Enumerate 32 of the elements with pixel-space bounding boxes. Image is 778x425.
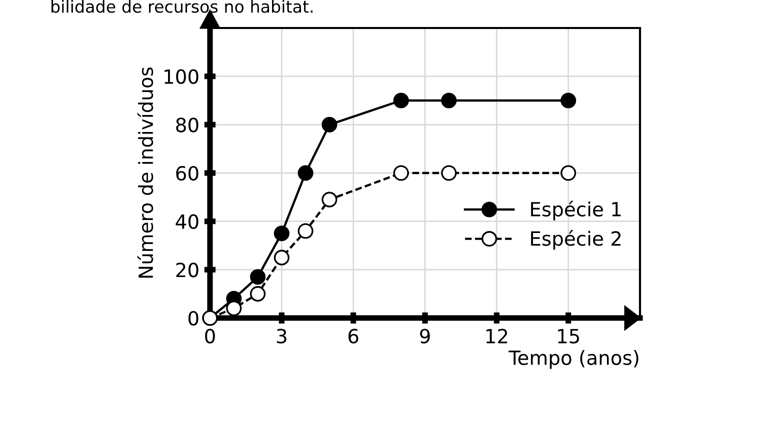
- point: [298, 165, 314, 181]
- y-tick-label: 60: [176, 166, 198, 181]
- x-tick-label: 15: [558, 329, 580, 344]
- y-tick-label: 80: [176, 118, 198, 132]
- point: [441, 165, 457, 181]
- point: [298, 223, 314, 239]
- legend-label: Espécie 2: [531, 230, 621, 250]
- point: [226, 300, 242, 316]
- x-tick-label: 0: [205, 328, 215, 344]
- x-axis-title: Tempo (anos): [508, 350, 638, 369]
- point: [560, 92, 576, 108]
- y-tick-label: 20: [176, 262, 198, 278]
- x-tick-label: 6: [348, 328, 358, 344]
- legend-label: Espécie 1: [531, 200, 621, 220]
- y-tick-label: 0: [188, 310, 198, 326]
- y-tick-label: 40: [176, 214, 198, 229]
- x-tick-label: 9: [420, 328, 430, 344]
- point: [250, 286, 266, 302]
- point: [250, 269, 266, 285]
- text: bilidade de recursos no habitat.: [52, 0, 313, 13]
- point: [274, 226, 290, 242]
- point: [274, 250, 290, 266]
- point: [322, 192, 338, 208]
- point: [560, 165, 576, 181]
- point: [393, 92, 409, 108]
- x-tick-label: 12: [486, 328, 508, 344]
- y-axis-title: Número de indivíduos: [137, 67, 154, 278]
- y-tick-label: 100: [164, 69, 198, 84]
- point: [441, 92, 457, 108]
- point: [322, 116, 338, 132]
- x-tick-label: 3: [276, 328, 286, 344]
- point: [393, 165, 409, 181]
